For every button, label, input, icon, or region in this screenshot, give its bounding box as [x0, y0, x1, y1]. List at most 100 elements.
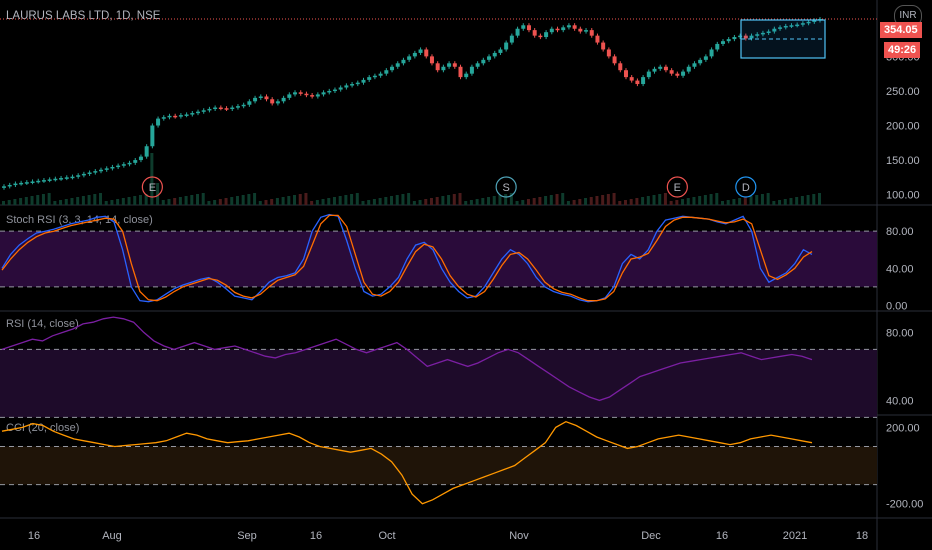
volume-bar — [110, 200, 114, 205]
volume-bar — [538, 197, 542, 205]
candle-body — [196, 111, 201, 114]
candle-body — [743, 35, 748, 39]
volume-bar — [698, 196, 702, 205]
cci-band — [0, 446, 877, 485]
stoch-tick-label: 40.00 — [886, 263, 914, 275]
candle-body — [509, 35, 514, 43]
candle-body — [492, 52, 497, 57]
volume-bar — [778, 200, 782, 205]
rsi-tick-label: 80.00 — [886, 327, 914, 339]
candle-body — [703, 56, 708, 60]
rsi-title: RSI (14, close) — [6, 318, 79, 330]
candle-body — [281, 97, 286, 102]
candle-body — [800, 23, 805, 25]
symbol-title: LAURUS LABS LTD, 1D, NSE — [6, 10, 161, 22]
candle-body — [498, 49, 503, 53]
volume-bar — [47, 193, 51, 205]
candle-body — [127, 162, 132, 165]
volume-bar — [498, 195, 502, 205]
volume-bar — [64, 199, 68, 205]
volume-bar — [81, 196, 85, 205]
volume-bar — [344, 195, 348, 205]
candle-body — [749, 35, 754, 39]
time-axis-label: 18 — [856, 530, 868, 542]
candle-body — [395, 63, 400, 67]
volume-bar — [190, 195, 194, 205]
candle-body — [264, 96, 269, 100]
event-label: S — [502, 182, 509, 194]
last-price-badge: 354.05 — [880, 22, 922, 38]
candle-body — [612, 56, 617, 64]
candle-body — [401, 59, 406, 64]
volume-bar — [178, 197, 182, 205]
candle-body — [526, 25, 531, 31]
candle-body — [298, 92, 303, 94]
event-circle — [735, 176, 757, 198]
candle-body — [561, 27, 566, 31]
candle-body — [310, 95, 315, 97]
cci-title: CCI (20, close) — [6, 422, 79, 434]
volume-bar — [521, 200, 525, 205]
candle-body — [544, 32, 549, 38]
volume-bar — [355, 193, 359, 205]
stoch-tick-label: 80.00 — [886, 226, 914, 238]
volume-bar — [121, 198, 125, 205]
candle-body — [41, 180, 46, 182]
candle-body — [521, 25, 526, 29]
candle-body — [709, 49, 714, 57]
candle-body — [2, 186, 6, 188]
volume-bar — [555, 194, 559, 205]
volume-bar — [732, 199, 736, 205]
candle-body — [390, 66, 395, 71]
volume-bar — [743, 197, 747, 205]
candle-body — [778, 27, 783, 29]
volume-bar — [390, 196, 394, 205]
volume-bar — [703, 195, 707, 205]
volume-bar — [469, 200, 473, 205]
candle-body — [589, 30, 594, 36]
volume-bar — [207, 201, 211, 205]
volume-bar — [298, 194, 302, 205]
candle-body — [429, 56, 434, 64]
candle-body — [675, 73, 680, 76]
volume-bar — [24, 197, 28, 205]
candle-body — [572, 25, 577, 29]
volume-bar — [76, 197, 80, 205]
candle-body — [378, 73, 383, 76]
candle-body — [138, 156, 143, 161]
candle-body — [293, 92, 298, 95]
candle-body — [623, 70, 628, 78]
candle-body — [475, 63, 480, 67]
candle-body — [441, 66, 446, 71]
volume-bar — [230, 197, 234, 205]
volume-bar — [2, 201, 5, 205]
volume-bar — [663, 193, 667, 205]
price-tick-label: 250.00 — [886, 86, 920, 98]
candle-body — [201, 110, 206, 112]
volume-bar — [350, 194, 354, 205]
candle-body — [321, 92, 326, 95]
candle-body — [361, 79, 366, 83]
candle-body — [538, 35, 543, 38]
candle-body — [669, 70, 674, 74]
volume-bar — [738, 198, 742, 205]
candle-body — [275, 101, 280, 104]
candle-body — [64, 177, 69, 179]
countdown-badge: 49:26 — [884, 42, 921, 58]
volume-bar — [321, 199, 325, 205]
volume-bar — [669, 201, 673, 205]
volume-bar — [150, 153, 154, 205]
volume-bar — [144, 194, 148, 205]
volume-bar — [544, 196, 548, 205]
candle-body — [247, 101, 252, 105]
candle-body — [720, 41, 725, 44]
candle-body — [469, 66, 474, 74]
volume-bar — [549, 195, 553, 205]
candle-body — [384, 70, 389, 74]
volume-bar — [41, 194, 45, 205]
volume-bar — [532, 198, 536, 205]
candle-body — [458, 66, 463, 78]
volume-bar — [184, 196, 188, 205]
candle-body — [235, 106, 240, 108]
